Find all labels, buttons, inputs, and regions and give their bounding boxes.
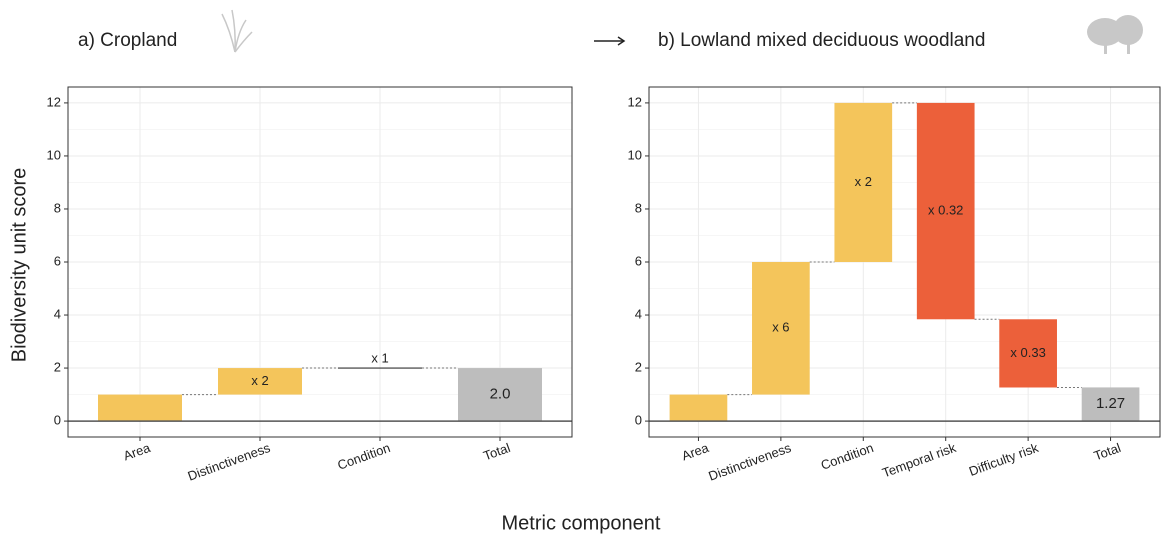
panel-title: b) Lowland mixed deciduous woodland (658, 30, 985, 51)
value-label: x 6 (772, 320, 789, 335)
x-tick-label: Condition (819, 440, 876, 473)
wheat-icon (221, 9, 253, 53)
value-label: x 1 (371, 350, 388, 365)
x-tick-label: Condition (335, 440, 392, 473)
value-label: 2.0 (490, 386, 511, 403)
panel-title: a) Cropland (78, 30, 177, 51)
y-tick-label: 10 (628, 147, 642, 162)
y-tick-label: 8 (635, 200, 642, 215)
bar (999, 319, 1057, 388)
y-tick-label: 6 (54, 253, 61, 268)
bar (752, 262, 810, 395)
bar (834, 102, 893, 262)
bar (1081, 387, 1140, 422)
panel-border (67, 86, 573, 438)
bar (916, 102, 975, 320)
bar (458, 368, 542, 422)
value-label: x 0.32 (928, 203, 963, 218)
y-tick-label: 12 (628, 94, 642, 109)
x-tick-label: Temporal risk (880, 440, 958, 481)
tree-icon (1087, 15, 1143, 54)
x-tick-label: Distinctiveness (186, 440, 273, 484)
y-tick-label: 10 (47, 147, 61, 162)
value-label: x 0.33 (1010, 345, 1045, 360)
x-tick-label: Total (1092, 440, 1123, 464)
bar (98, 394, 182, 422)
y-tick-label: 0 (54, 413, 61, 428)
y-tick-label: 2 (635, 359, 642, 374)
y-tick-label: 4 (635, 306, 642, 321)
value-label: x 2 (855, 174, 872, 189)
arrow (594, 36, 626, 46)
bar (669, 394, 728, 422)
x-tick-label: Area (121, 440, 153, 464)
y-tick-label: 12 (47, 94, 61, 109)
y-axis-label: Biodiversity unit score (8, 168, 30, 363)
x-tick-label: Distinctiveness (706, 440, 793, 484)
y-tick-label: 4 (54, 306, 61, 321)
value-label: x 2 (251, 373, 268, 388)
x-axis-label: Metric component (502, 512, 661, 534)
bar (218, 368, 302, 395)
panel-border (648, 86, 1161, 438)
value-label: 1.27 (1096, 395, 1125, 412)
y-tick-label: 8 (54, 200, 61, 215)
x-tick-label: Area (680, 440, 712, 464)
y-tick-label: 0 (635, 413, 642, 428)
y-tick-label: 2 (54, 359, 61, 374)
x-tick-label: Total (481, 440, 512, 464)
y-tick-label: 6 (635, 253, 642, 268)
x-tick-label: Difficulty risk (967, 440, 1041, 479)
